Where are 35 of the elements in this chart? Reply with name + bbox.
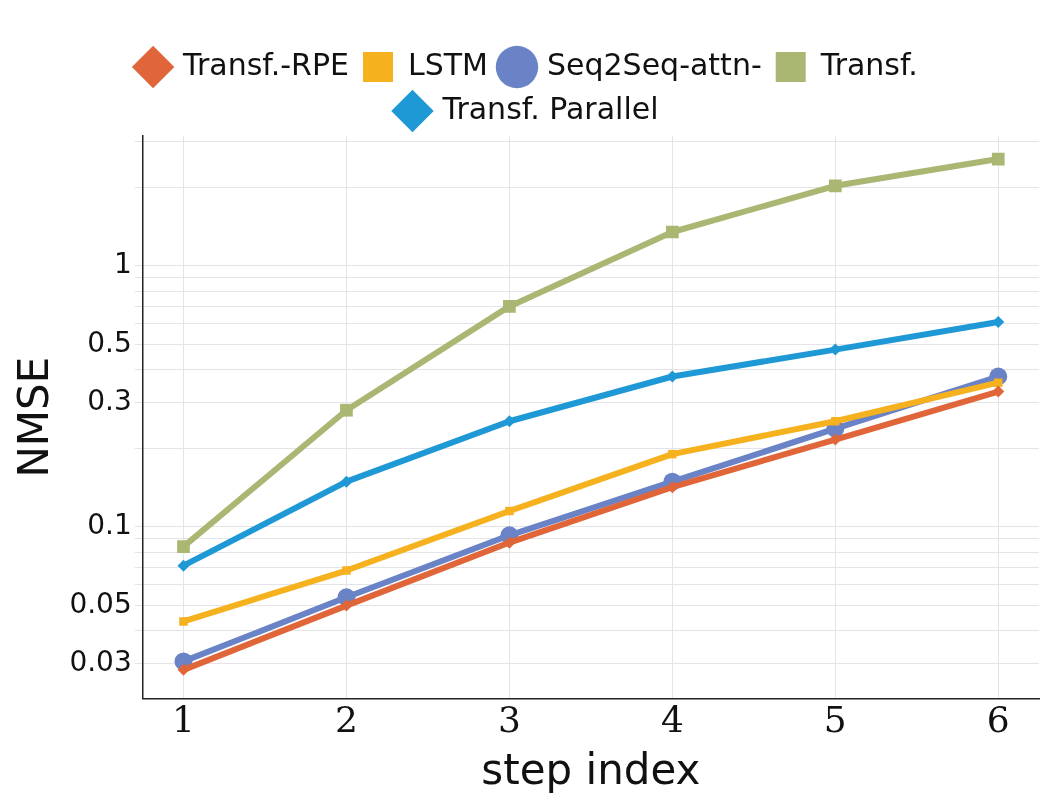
point	[340, 599, 353, 612]
point	[668, 449, 677, 459]
point	[503, 300, 516, 313]
x-tick-label: 1	[172, 699, 195, 741]
point	[505, 506, 514, 516]
point	[340, 403, 353, 417]
x-tick-label: 4	[660, 699, 684, 741]
y-tick-label: 0.5	[87, 325, 132, 359]
legend-label: Transf. Parallel	[441, 90, 659, 126]
y-axis-title: NMSE	[9, 356, 59, 478]
point	[665, 225, 679, 239]
y-tick-label: 1	[113, 247, 132, 281]
x-axis-title: step index	[481, 744, 701, 794]
point	[342, 566, 351, 575]
point	[179, 617, 188, 626]
x-tick-label: 2	[334, 699, 358, 741]
point	[177, 559, 190, 572]
legend-label: Seq2Seq-attn-	[546, 46, 762, 82]
x-tick-label: 6	[986, 699, 1010, 741]
y-tick-label: 0.05	[69, 586, 132, 620]
x-tick-label: 3	[497, 699, 521, 741]
point	[828, 179, 842, 193]
legend-label: Transf.	[819, 46, 918, 82]
point	[991, 152, 1005, 166]
point	[831, 417, 840, 426]
y-tick-label: 0.3	[87, 383, 132, 417]
point	[994, 378, 1003, 387]
y-tick-label: 0.1	[87, 508, 132, 542]
point	[340, 475, 353, 488]
point	[177, 540, 190, 553]
x-tick-label: 5	[823, 699, 847, 741]
y-tick-label: 0.03	[69, 644, 132, 678]
point	[992, 385, 1005, 398]
legend-label: Transf.-RPE	[182, 46, 350, 82]
legend-label: LSTM	[408, 46, 488, 82]
